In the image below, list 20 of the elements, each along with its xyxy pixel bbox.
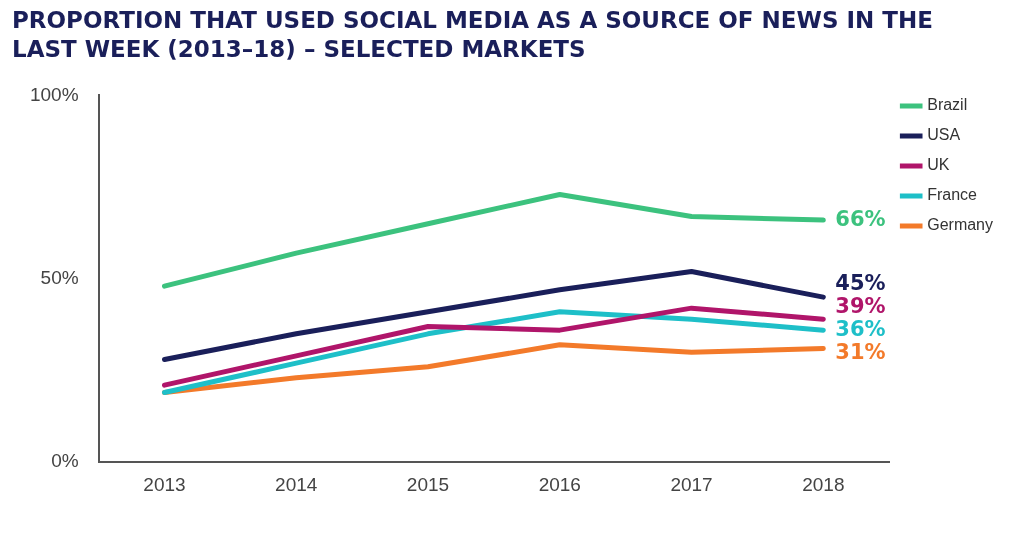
legend-label: USA bbox=[927, 125, 961, 143]
legend-label: Germany bbox=[927, 215, 993, 233]
x-tick-label: 2018 bbox=[802, 473, 845, 495]
x-tick-label: 2017 bbox=[670, 473, 713, 495]
data-label: 31% bbox=[835, 339, 886, 364]
x-tick-label: 2014 bbox=[275, 473, 318, 495]
y-tick-label: 0% bbox=[51, 449, 79, 471]
legend-label: Brazil bbox=[927, 95, 968, 113]
x-tick-label: 2016 bbox=[538, 473, 581, 495]
data-label: 39% bbox=[835, 293, 886, 318]
x-tick-label: 2013 bbox=[143, 473, 186, 495]
chart-title: PROPORTION THAT USED SOCIAL MEDIA AS A SOURCE OF NEWS IN THE LAST WEEK (2013–18) – SELECTED MARKETS bbox=[12, 6, 934, 64]
legend-label: UK bbox=[927, 155, 950, 173]
y-tick-label: 100% bbox=[29, 83, 79, 105]
legend-label: France bbox=[927, 185, 978, 203]
y-tick-label: 50% bbox=[40, 266, 79, 288]
data-label: 66% bbox=[835, 206, 886, 231]
x-tick-label: 2015 bbox=[406, 473, 450, 495]
data-label: 45% bbox=[835, 270, 886, 295]
data-label: 36% bbox=[835, 316, 886, 341]
